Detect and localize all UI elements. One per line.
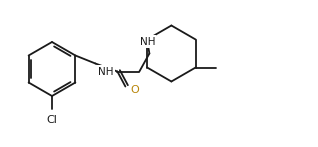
Text: Cl: Cl <box>46 115 58 125</box>
Text: NH: NH <box>140 36 155 46</box>
Text: NH: NH <box>98 66 114 76</box>
Text: O: O <box>130 85 139 95</box>
